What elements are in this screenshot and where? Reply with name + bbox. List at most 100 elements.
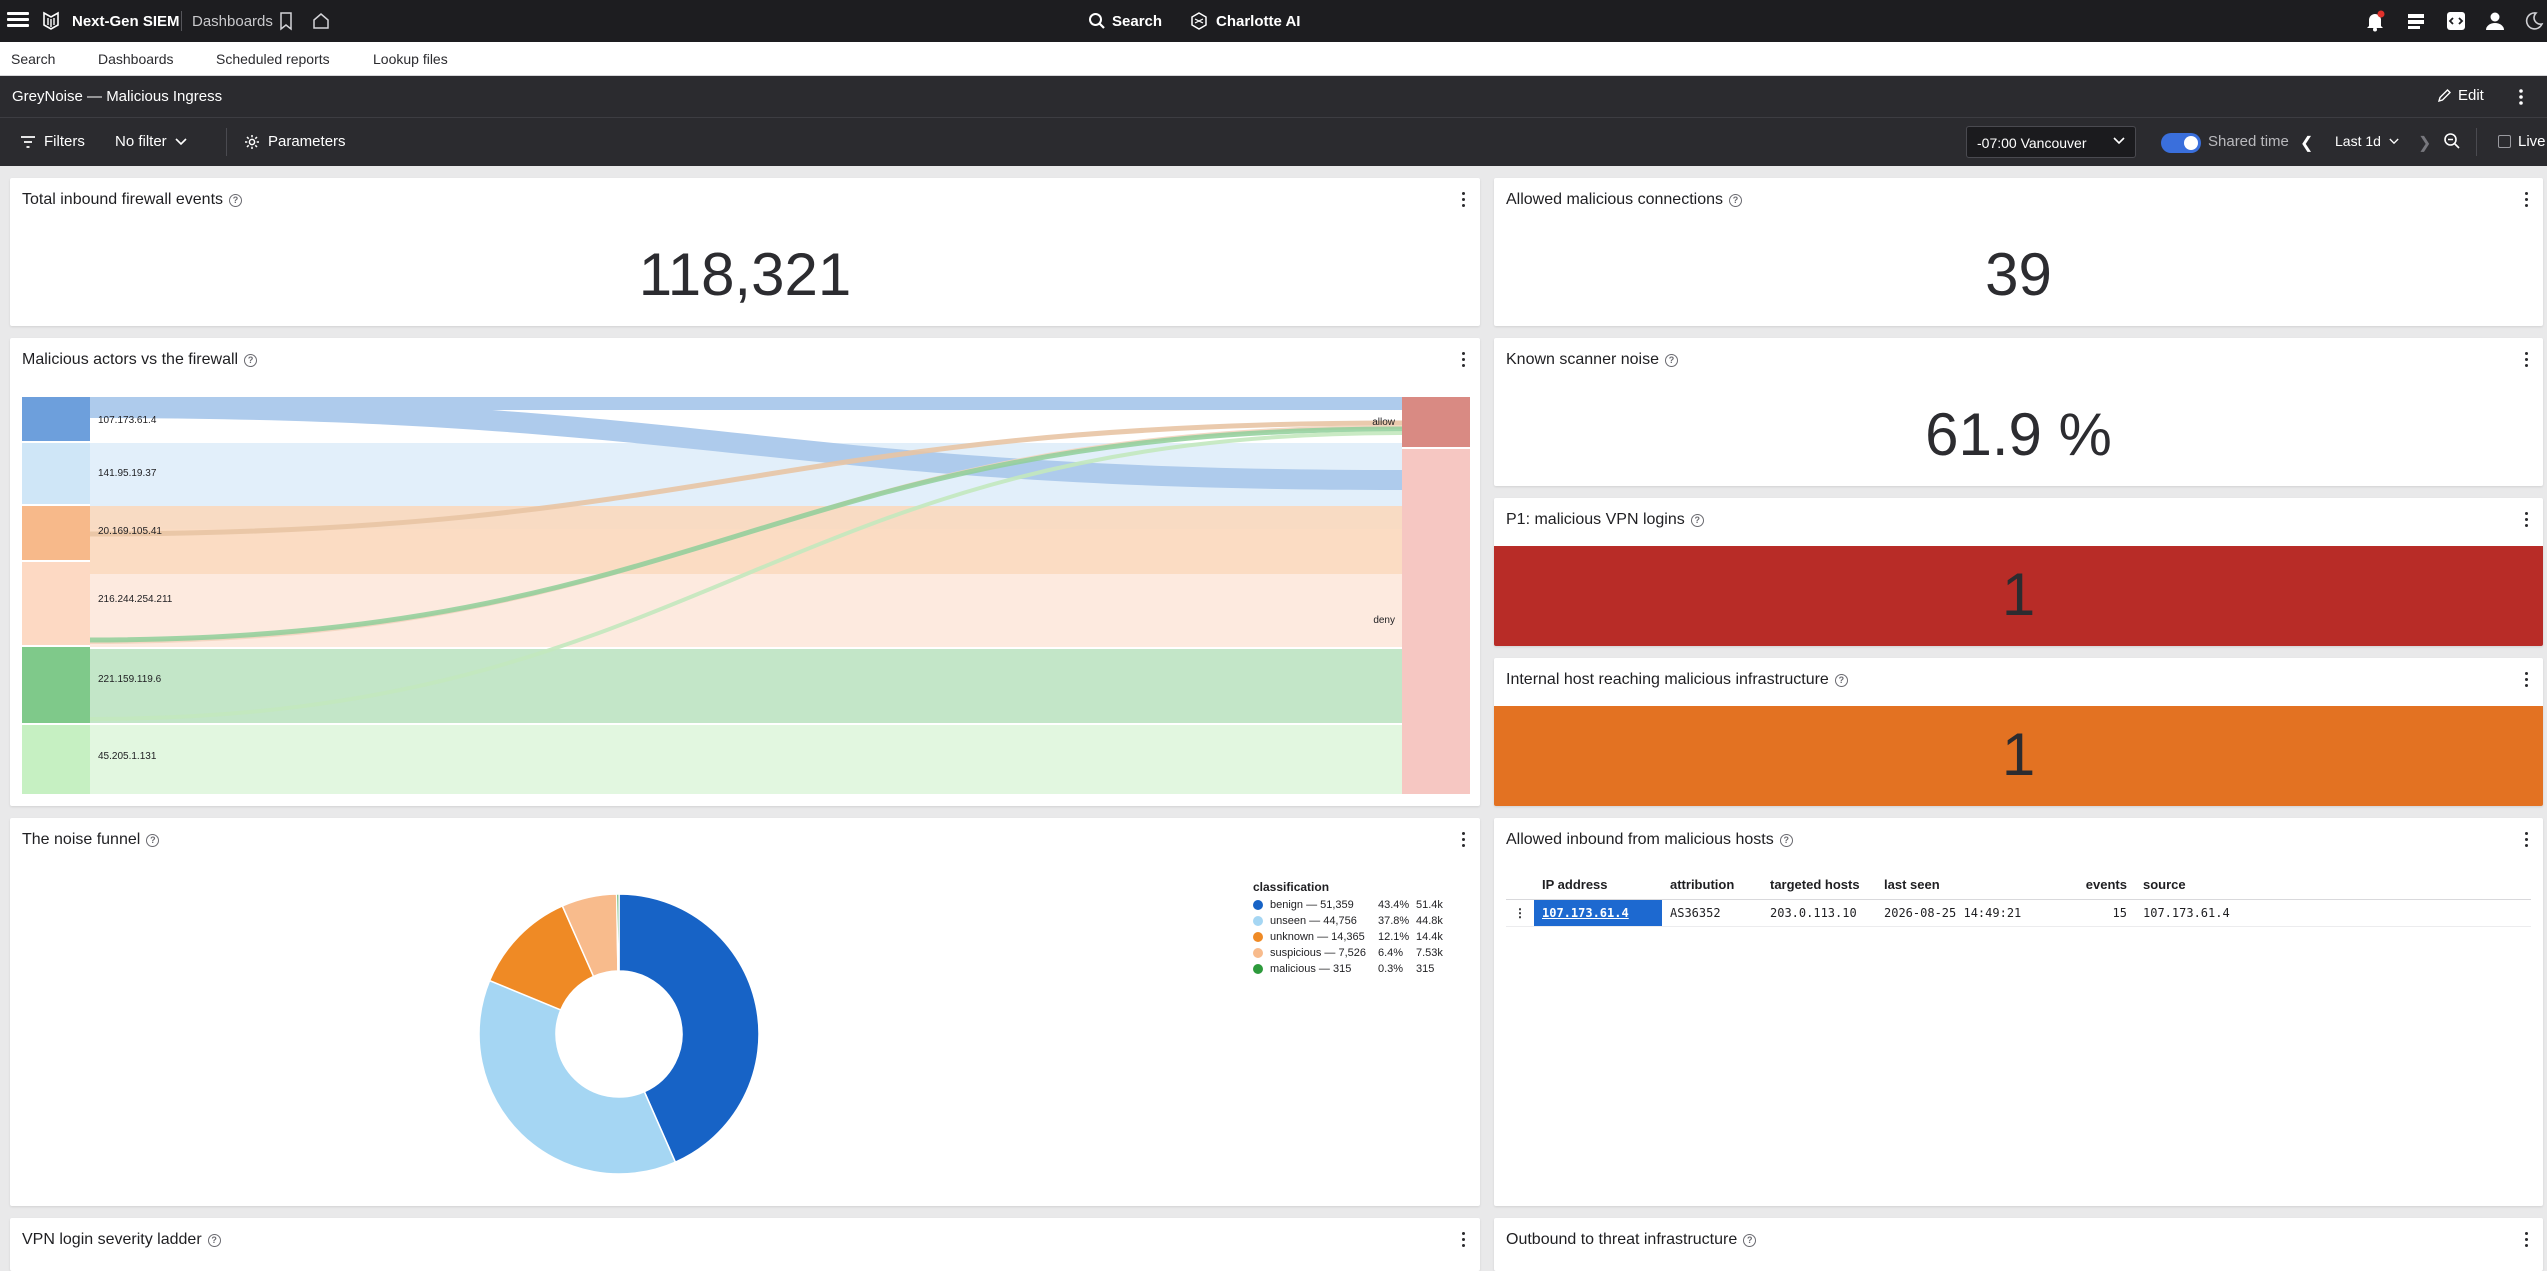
sankey-node-allow[interactable] bbox=[1402, 397, 1470, 447]
search-icon bbox=[1089, 13, 1105, 29]
user-profile-icon[interactable] bbox=[2484, 10, 2506, 32]
donut-legend: classification benign — 51,359 43.4% 51.4k… bbox=[1253, 880, 1443, 977]
widget-menu-icon[interactable] bbox=[2525, 1232, 2529, 1248]
chevron-left-icon[interactable]: ❮ bbox=[2300, 135, 2314, 152]
widget-menu-icon[interactable] bbox=[2525, 832, 2529, 848]
sankey-flow-20-allow bbox=[89, 420, 1403, 537]
time-range-select[interactable]: Last 1d bbox=[2335, 133, 2399, 149]
chevron-right-icon[interactable]: ❯ bbox=[2418, 135, 2432, 152]
widget-menu-icon[interactable] bbox=[2525, 512, 2529, 528]
sankey-flow-221-allow bbox=[89, 426, 1403, 643]
checkbox-box[interactable] bbox=[2498, 135, 2511, 148]
help-icon[interactable]: ? bbox=[1729, 193, 1742, 207]
total-inbound-value: 118,321 bbox=[638, 241, 852, 308]
parameters-button[interactable]: Parameters bbox=[244, 133, 346, 150]
column-header-attribution[interactable]: attribution bbox=[1662, 873, 1762, 900]
widget-menu-icon[interactable] bbox=[1462, 832, 1466, 848]
global-search-button[interactable]: Search bbox=[1088, 10, 1162, 32]
app-name[interactable]: Next-Gen SIEM bbox=[72, 13, 180, 30]
donut-slice-benign[interactable] bbox=[618, 893, 760, 1164]
widget-total-inbound: Total inbound firewall events? 118,321 bbox=[10, 178, 1480, 326]
widget-menu-icon[interactable] bbox=[2525, 192, 2529, 208]
divider bbox=[226, 128, 227, 156]
legend-item-suspicious[interactable]: suspicious — 7,526 6.4% 7.53k bbox=[1253, 945, 1443, 961]
dashboard-toolbar: Filters No filter Parameters -07:00 Vanc… bbox=[0, 118, 2547, 166]
subnav-dashboards[interactable]: Dashboards bbox=[98, 51, 174, 67]
sankey-node-deny[interactable] bbox=[1402, 449, 1470, 794]
sankey-node-141-95-19-37[interactable] bbox=[22, 443, 90, 504]
donut-slice-malicious[interactable] bbox=[615, 893, 620, 972]
widget-menu-icon[interactable] bbox=[1462, 192, 1466, 208]
filters-button[interactable]: Filters bbox=[20, 133, 85, 150]
widget-menu-icon[interactable] bbox=[2525, 672, 2529, 688]
zoom-out-icon[interactable] bbox=[2443, 132, 2461, 150]
shared-time-toggle[interactable] bbox=[2161, 133, 2201, 153]
edit-button[interactable]: Edit bbox=[2437, 87, 2484, 104]
ip-address-cell[interactable]: 107.173.61.4 bbox=[1534, 899, 1662, 927]
subnav-lookup-files[interactable]: Lookup files bbox=[373, 51, 448, 67]
column-header-targeted-hosts[interactable]: targeted hosts bbox=[1762, 873, 1876, 900]
column-header-ip[interactable]: IP address bbox=[1534, 873, 1662, 900]
menu-icon[interactable] bbox=[7, 9, 29, 31]
help-icon[interactable]: ? bbox=[1743, 1233, 1757, 1247]
widget-noise-funnel: The noise funnel? classification benign … bbox=[10, 818, 1480, 1206]
sankey-node-20-169-105-41[interactable] bbox=[22, 506, 90, 560]
ip-address-link[interactable]: 107.173.61.4 bbox=[1542, 906, 1629, 920]
column-header-actions bbox=[1506, 873, 1534, 900]
notifications-bell-icon[interactable] bbox=[2364, 10, 2386, 32]
home-icon[interactable] bbox=[311, 11, 331, 31]
bookmark-icon[interactable] bbox=[277, 11, 295, 31]
live-checkbox[interactable]: Live bbox=[2498, 133, 2546, 150]
help-icon[interactable]: ? bbox=[244, 353, 258, 367]
widget-malicious-actors-sankey: Malicious actors vs the firewall? 107.17… bbox=[10, 338, 1480, 806]
sankey-node-221-159-119-6[interactable] bbox=[22, 647, 90, 723]
legend-item-unseen[interactable]: unseen — 44,756 37.8% 44.8k bbox=[1253, 913, 1443, 929]
dashboard-more-icon[interactable] bbox=[2516, 86, 2526, 108]
column-header-events[interactable]: events bbox=[2059, 873, 2135, 900]
sankey-chart: 107.173.61.4 141.95.19.37 20.169.105.41 … bbox=[22, 397, 1470, 794]
row-actions-icon[interactable]: ⋮ bbox=[1506, 899, 1534, 927]
secondary-nav: Search Dashboards Scheduled reports Look… bbox=[0, 42, 2547, 76]
help-icon[interactable]: ? bbox=[1690, 513, 1704, 527]
sankey-node-107-173-61-4[interactable] bbox=[22, 397, 90, 441]
widget-menu-icon[interactable] bbox=[2525, 352, 2529, 368]
charlotte-ai-button[interactable]: Charlotte AI bbox=[1190, 10, 1300, 32]
hosts-table: IP address attribution targeted hosts la… bbox=[1506, 873, 2531, 927]
help-icon[interactable]: ? bbox=[1779, 833, 1793, 847]
timezone-select[interactable]: -07:00 Vancouver bbox=[1966, 126, 2136, 158]
legend-percent: 43.4% bbox=[1378, 899, 1410, 911]
widget-menu-icon[interactable] bbox=[1462, 352, 1466, 368]
column-header-source[interactable]: source bbox=[2135, 873, 2531, 900]
filter-dropdown[interactable]: No filter bbox=[115, 133, 187, 150]
timezone-value: -07:00 Vancouver bbox=[1977, 135, 2087, 151]
theme-toggle-moon-icon[interactable] bbox=[2522, 10, 2544, 32]
activity-feed-icon[interactable] bbox=[2405, 10, 2427, 32]
charlotte-ai-icon bbox=[1191, 12, 1207, 30]
table-header-row: IP address attribution targeted hosts la… bbox=[1506, 873, 2531, 900]
subnav-scheduled-reports[interactable]: Scheduled reports bbox=[216, 51, 330, 67]
widget-menu-icon[interactable] bbox=[1462, 1232, 1466, 1248]
code-editor-icon[interactable] bbox=[2445, 10, 2467, 32]
help-icon[interactable]: ? bbox=[146, 833, 160, 847]
sankey-node-45-205-1-131[interactable] bbox=[22, 725, 90, 794]
help-icon[interactable]: ? bbox=[1834, 673, 1848, 687]
widget-internal-host-malicious-infra: Internal host reaching malicious infrast… bbox=[1494, 658, 2543, 806]
legend-swatch bbox=[1253, 916, 1263, 926]
subnav-search[interactable]: Search bbox=[11, 51, 56, 67]
legend-percent: 6.4% bbox=[1378, 947, 1404, 959]
chevron-down-icon bbox=[175, 137, 187, 145]
breadcrumb-dashboards[interactable]: Dashboards bbox=[192, 13, 273, 30]
help-icon[interactable]: ? bbox=[1664, 353, 1678, 367]
donut-slice-unseen[interactable] bbox=[478, 979, 677, 1175]
app-logo-icon bbox=[43, 11, 59, 30]
sankey-node-216-244-254-211[interactable] bbox=[22, 562, 90, 645]
legend-item-benign[interactable]: benign — 51,359 43.4% 51.4k bbox=[1253, 897, 1443, 913]
help-icon[interactable]: ? bbox=[229, 193, 243, 207]
legend-item-unknown[interactable]: unknown — 14,365 12.1% 14.4k bbox=[1253, 929, 1443, 945]
table-row[interactable]: ⋮ 107.173.61.4 AS36352 203.0.113.10 2026… bbox=[1506, 899, 2531, 927]
legend-percent: 37.8% bbox=[1378, 915, 1410, 927]
legend-item-malicious[interactable]: malicious — 315 0.3% 315 bbox=[1253, 961, 1443, 977]
column-header-last-seen[interactable]: last seen bbox=[1876, 873, 2059, 900]
help-icon[interactable]: ? bbox=[207, 1233, 221, 1247]
widget-p1-malicious-vpn-logins: P1: malicious VPN logins? 1 bbox=[1494, 498, 2543, 646]
